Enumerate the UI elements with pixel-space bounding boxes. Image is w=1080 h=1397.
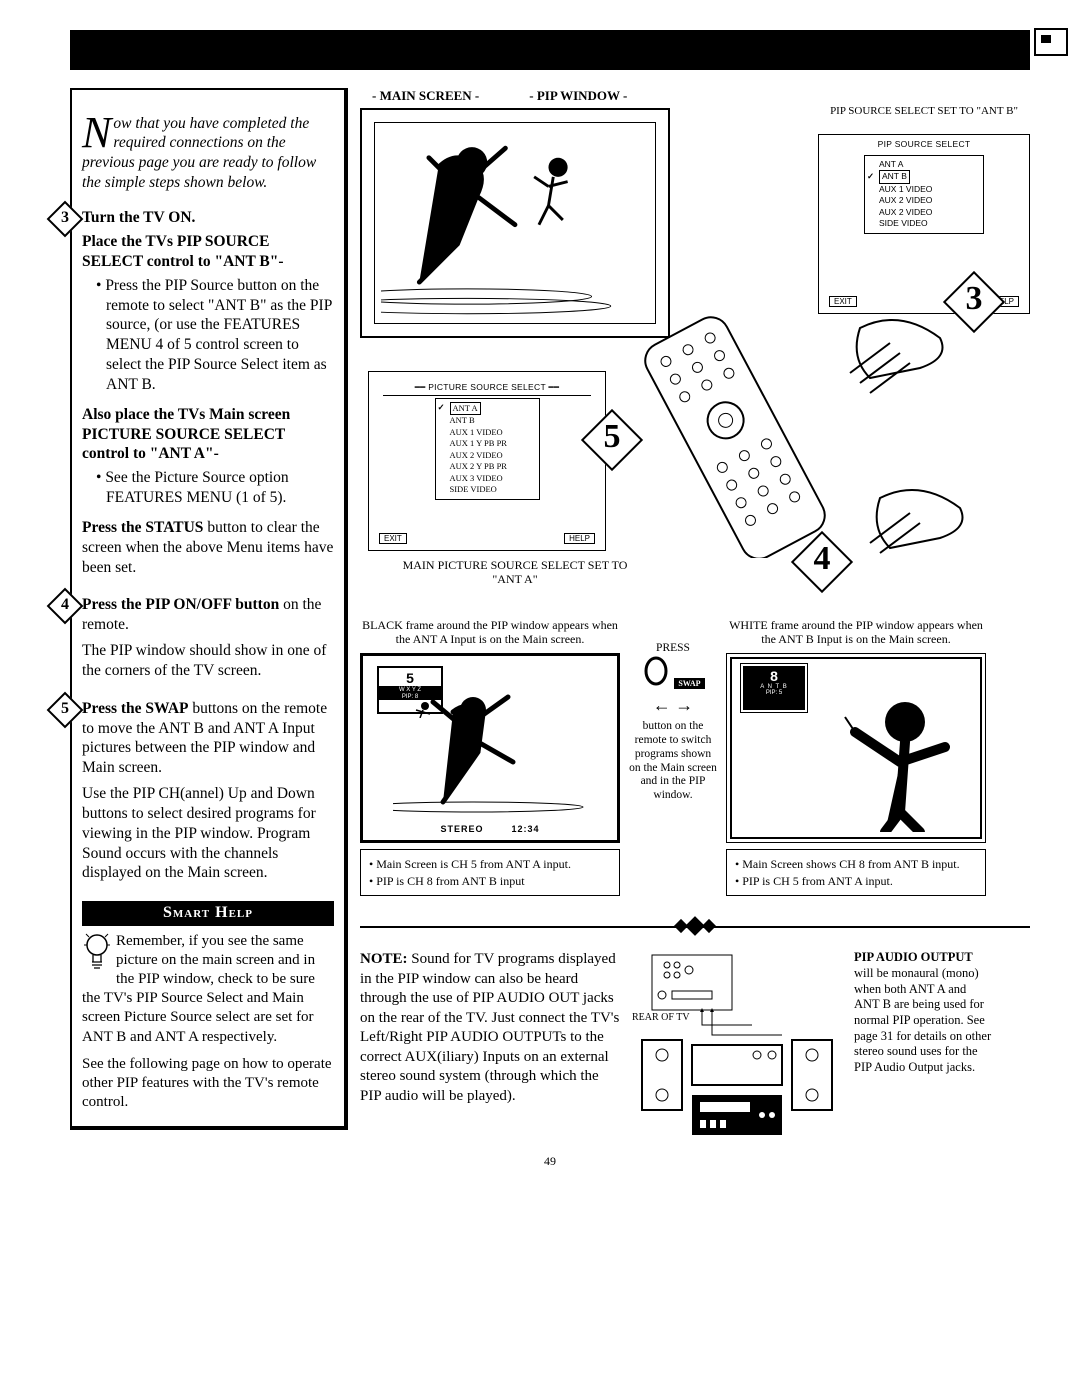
step-4-line1: Press the PIP ON/OFF button on the remot… bbox=[82, 595, 334, 635]
pic-help-btn[interactable]: HELP bbox=[564, 533, 595, 544]
step-3-subtitle: Place the TVs PIP SOURCE SELECT control … bbox=[82, 233, 284, 270]
pip-item-1: ANT B bbox=[879, 170, 910, 183]
pic-menu-caption: PICTURE SOURCE SELECT bbox=[428, 382, 546, 392]
press-label: PRESS bbox=[628, 642, 718, 656]
pip-item-2: AUX 1 VIDEO bbox=[879, 184, 979, 195]
diagram-column: - MAIN SCREEN - - PIP WINDOW - bbox=[360, 88, 1030, 1130]
picture-source-menu: ━━ PICTURE SOURCE SELECT ━━ ✓ ANT A ANT … bbox=[368, 371, 606, 551]
lightbulb-icon bbox=[82, 932, 112, 972]
audio-body: will be monaural (mono) when both ANT A … bbox=[854, 966, 991, 1074]
pic-item-4: AUX 2 VIDEO bbox=[450, 450, 535, 461]
rear-label: REAR OF TV bbox=[632, 1012, 690, 1023]
pip-item-4: AUX 2 VIDEO bbox=[879, 207, 979, 218]
step-5-line1: Press the SWAP buttons on the remote to … bbox=[82, 699, 334, 778]
step-4-number: 4 bbox=[52, 595, 78, 615]
smart-p2: See the following page on how to operate… bbox=[82, 1055, 334, 1113]
white-frame-label: WHITE frame around the PIP window appear… bbox=[726, 618, 986, 647]
left-b2: PIP is CH 8 from ANT B input bbox=[369, 873, 611, 890]
right-bullets: Main Screen shows CH 8 from ANT B input.… bbox=[726, 849, 986, 897]
step-3-status: Press the STATUS button to clear the scr… bbox=[82, 518, 334, 577]
pip-item-0: ANT A bbox=[879, 159, 979, 170]
pic-item-5: AUX 2 Y PB PR bbox=[450, 461, 535, 472]
right-pip-sub: PIP: 5 bbox=[743, 690, 805, 696]
note-text: NOTE: Sound for TV programs displayed in… bbox=[360, 950, 620, 1106]
pic-item-6: AUX 3 VIDEO bbox=[450, 473, 535, 484]
left-skier bbox=[393, 692, 593, 822]
page-number: 49 bbox=[70, 1154, 1030, 1169]
right-pip-window: 8 A N T B PIP: 5 bbox=[741, 664, 807, 712]
pic-item-2: AUX 1 VIDEO bbox=[450, 427, 535, 438]
skier-illustration bbox=[381, 129, 649, 320]
divider-ornament bbox=[360, 920, 1030, 934]
step-3-sub2: Also place the TVs Main screen PICTURE S… bbox=[82, 406, 290, 463]
step-3-number: 3 bbox=[52, 208, 78, 228]
step-5-title: Press the SWAP bbox=[82, 700, 189, 717]
main-screen-label: - MAIN SCREEN - bbox=[372, 88, 479, 104]
pip-source-menu: PIP SOURCE SELECT SET TO "ANT B" PIP SOU… bbox=[818, 134, 1030, 314]
swap-btn-label: SWAP bbox=[674, 678, 704, 690]
pic-item-0: ANT A bbox=[450, 402, 481, 415]
pic-menu-items: ✓ ANT A ANT B AUX 1 VIDEO AUX 1 Y PB PR … bbox=[435, 398, 540, 500]
step-3-title: Turn the TV ON. bbox=[82, 209, 195, 226]
smart-help-body: Remember, if you see the same picture on… bbox=[82, 932, 334, 1113]
smart-p1: Remember, if you see the same picture on… bbox=[82, 933, 315, 1045]
right-b1: Main Screen shows CH 8 from ANT B input. bbox=[735, 856, 977, 873]
audio-note: PIP AUDIO OUTPUT will be monaural (mono)… bbox=[854, 950, 994, 1075]
stereo-time: STEREO 12:34 bbox=[363, 824, 617, 834]
pic-item-1: ANT B bbox=[450, 415, 535, 426]
intro-text: Now that you have completed the required… bbox=[82, 114, 334, 193]
step-4-body2: The PIP window should show in one of the… bbox=[82, 641, 334, 681]
bottom-note: NOTE: Sound for TV programs displayed in… bbox=[360, 950, 1030, 1130]
note-body: Sound for TV programs displayed in the P… bbox=[360, 951, 619, 1104]
tv-icon bbox=[1034, 28, 1068, 56]
swap-center: PRESS SWAP ← → button on the remote to s… bbox=[628, 642, 718, 803]
rear-tv-diagram: REAR OF TV bbox=[632, 950, 842, 1130]
pic-item-3: AUX 1 Y PB PR bbox=[450, 438, 535, 449]
step-3: 3 Turn the TV ON. Place the TVs PIP SOUR… bbox=[82, 208, 334, 577]
left-bullets: Main Screen is CH 5 from ANT A input. PI… bbox=[360, 849, 620, 897]
header-bar bbox=[70, 30, 1030, 70]
pip-menu-items: ✓ ANT A ANT B AUX 1 VIDEO AUX 2 VIDEO AU… bbox=[864, 155, 984, 234]
remote-control-graphic bbox=[620, 298, 980, 558]
step-5-body2: Use the PIP CH(annel) Up and Down button… bbox=[82, 784, 334, 883]
step-3-bullet-1: Press the PIP Source button on the remot… bbox=[96, 276, 334, 395]
swap-right-tv: WHITE frame around the PIP window appear… bbox=[726, 618, 986, 896]
step-3-bullet-2: See the Picture Source option FEATURES M… bbox=[96, 468, 334, 508]
pip-item-3: AUX 2 VIDEO bbox=[879, 195, 979, 206]
left-b1: Main Screen is CH 5 from ANT A input. bbox=[369, 856, 611, 873]
step-5-number: 5 bbox=[52, 699, 78, 719]
pip-setup-title: PIP SOURCE SELECT SET TO "ANT B" bbox=[819, 105, 1029, 117]
instructions-column: Now that you have completed the required… bbox=[70, 88, 348, 1130]
right-pip-ch: 8 bbox=[743, 668, 805, 684]
step-5: 5 Press the SWAP buttons on the remote t… bbox=[82, 699, 334, 883]
black-frame-label: BLACK frame around the PIP window appear… bbox=[360, 618, 620, 647]
swap-button-icon bbox=[641, 656, 671, 686]
diagram-header-labels: - MAIN SCREEN - - PIP WINDOW - bbox=[372, 88, 627, 104]
swap-center-text: button on the remote to switch programs … bbox=[628, 720, 718, 803]
right-b2: PIP is CH 5 from ANT A input. bbox=[735, 873, 977, 890]
pip-item-5: SIDE VIDEO bbox=[879, 218, 979, 229]
pip-menu-caption: PIP SOURCE SELECT bbox=[819, 135, 1029, 153]
swap-left-tv: BLACK frame around the PIP window appear… bbox=[360, 618, 620, 896]
left-pip-ch: 5 bbox=[379, 670, 441, 686]
pic-item-7: SIDE VIDEO bbox=[450, 484, 535, 495]
swap-section: BLACK frame around the PIP window appear… bbox=[360, 618, 1030, 896]
step-4-title: Press the PIP ON/OFF button bbox=[82, 596, 279, 613]
pip-window-label: - PIP WINDOW - bbox=[529, 88, 627, 104]
audio-title: PIP AUDIO OUTPUT bbox=[854, 950, 973, 964]
pic-exit-btn[interactable]: EXIT bbox=[379, 533, 407, 544]
note-prefix: NOTE: bbox=[360, 951, 408, 967]
right-conductor bbox=[815, 682, 965, 832]
step-4: 4 Press the PIP ON/OFF button on the rem… bbox=[82, 595, 334, 680]
pic-source-caption: MAIN PICTURE SOURCE SELECT SET TO "ANT A… bbox=[390, 558, 640, 587]
smart-help-header: Smart Help bbox=[82, 901, 334, 925]
